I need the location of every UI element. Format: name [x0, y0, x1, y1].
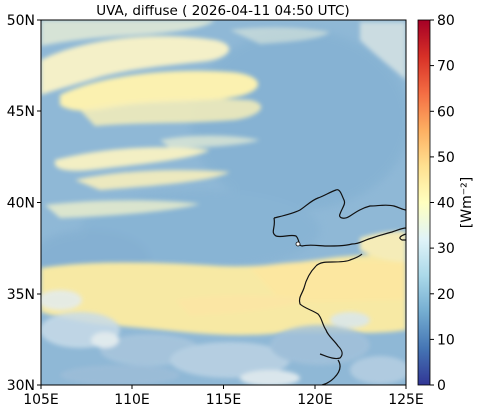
colorbar-label: [Wm⁻²]	[459, 177, 475, 228]
y-tick-label: 40N	[7, 196, 35, 212]
cloud-band-south	[41, 231, 406, 336]
colorbar-tick-label: 0	[437, 378, 446, 394]
coastline	[272, 189, 406, 385]
colorbar-tick-label: 70	[437, 59, 455, 75]
y-tick-label: 45N	[7, 104, 35, 120]
x-tick-label: 105E	[23, 392, 59, 408]
y-tick-label: 35N	[7, 287, 35, 303]
cloud-texture-south	[41, 290, 406, 385]
x-tick-label: 125E	[388, 392, 424, 408]
x-tick-label: 110E	[114, 392, 150, 408]
x-tick-label: 120E	[297, 392, 333, 408]
y-tick-label: 30N	[7, 378, 35, 394]
x-tick-label: 115E	[206, 392, 242, 408]
colorbar-tick-label: 60	[437, 104, 455, 120]
x-axis: 105E 110E 115E 120E 125E	[23, 385, 424, 408]
colorbar-tick-label: 50	[437, 150, 455, 166]
colorbar-ticks: 0 10 20 30 40 50 60 70 80	[430, 13, 455, 394]
colorbar-gradient	[417, 19, 431, 386]
y-tick-label: 50N	[7, 13, 35, 29]
colorbar-tick-label: 40	[437, 196, 455, 212]
colorbar-tick-label: 10	[437, 332, 455, 348]
colorbar-tick-label: 80	[437, 13, 455, 29]
y-axis: 30N 35N 40N 45N 50N	[7, 13, 41, 394]
cloud-band-north	[41, 20, 406, 126]
colorbar-tick-label: 30	[437, 241, 455, 257]
map-title: UVA, diffuse ( 2026-04-11 04:50 UTC)	[96, 3, 349, 19]
map-panel	[41, 20, 406, 385]
cloud-band-middle	[45, 135, 260, 218]
colorbar: 0 10 20 30 40 50 60 70 80 [Wm⁻²]	[417, 13, 475, 394]
colorbar-tick-label: 20	[437, 287, 455, 303]
